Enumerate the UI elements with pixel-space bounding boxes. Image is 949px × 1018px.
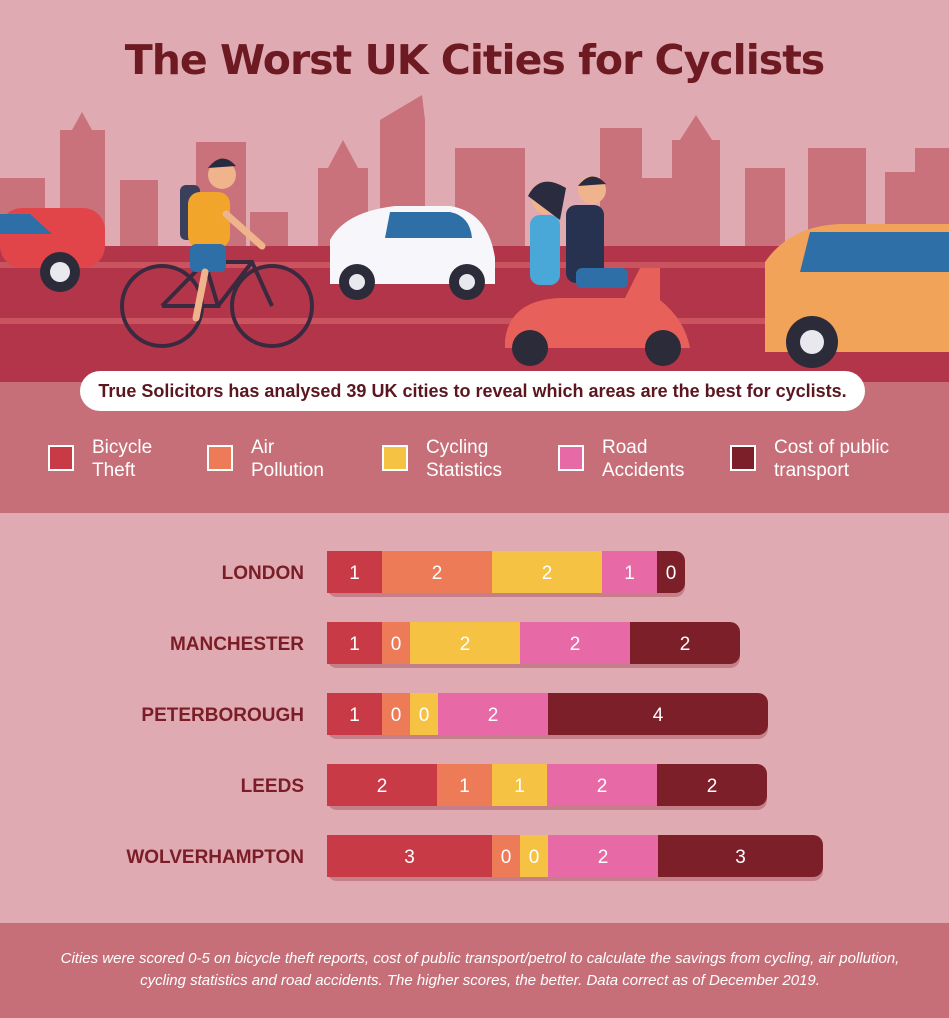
bar-value-label: 0 (419, 705, 430, 726)
bar-value-label: 1 (349, 705, 360, 726)
bar-row-manchester (327, 622, 740, 664)
bar-value-label: 2 (432, 563, 443, 584)
bar-segment-cycling-statistics (410, 622, 521, 664)
bar-value-label: 3 (735, 847, 746, 868)
city-label-wolverhampton: WOLVERHAMPTON (126, 847, 304, 868)
bar-segment-air-pollution (437, 764, 493, 806)
bar-value-label: 2 (377, 776, 388, 797)
red-car-illustration (0, 208, 105, 292)
legend-swatch-road-accidents (558, 445, 584, 471)
bar-row-leeds (327, 764, 767, 806)
legend-item-air-pollution: Air Pollution (207, 436, 351, 482)
bar-value-label: 1 (459, 776, 470, 797)
legend-label: Cost of public transport (774, 437, 890, 481)
bar-segment-cycling-statistics (492, 764, 548, 806)
white-car-illustration (330, 206, 495, 300)
bar-segment-bicycle-theft (327, 693, 383, 735)
bar-segment-road-accidents (438, 693, 549, 735)
cyclist-illustration (120, 158, 314, 348)
bar-segment-bicycle-theft (327, 622, 383, 664)
footnote: Cities were scored 0-5 on bicycle theft … (60, 950, 900, 989)
bar-value-label: 2 (707, 776, 718, 797)
bar-segment-bicycle-theft (327, 764, 438, 806)
legend-label: Bicycle Theft (92, 437, 153, 481)
bar-value-label: 0 (391, 634, 402, 655)
bar-row-wolverhampton (327, 835, 823, 877)
footer-band (0, 923, 949, 1018)
bar-segment-bicycle-theft (327, 551, 383, 593)
bar-segment-air-pollution (382, 622, 411, 664)
bar-segment-road-accidents (547, 764, 658, 806)
bar-value-label: 3 (404, 847, 415, 868)
bar-segment-cycling-statistics (410, 693, 439, 735)
intro-banner: True Solicitors has analysed 39 UK citie… (80, 371, 865, 411)
bar-value-label: 2 (598, 847, 609, 868)
legend-swatch-cycling-statistics (382, 445, 408, 471)
city-label-peterborough: PETERBOROUGH (141, 705, 304, 726)
legend-item-cost-of-public-transport: Cost of public transport (730, 436, 914, 482)
bar-segment-road-accidents (548, 835, 659, 877)
legend-item-bicycle-theft: Bicycle Theft (48, 436, 187, 482)
bar-segment-cost-of-public-transport (658, 835, 823, 877)
bar-value-label: 1 (514, 776, 525, 797)
intro-text: True Solicitors has analysed 39 UK citie… (98, 380, 847, 401)
bar-value-label: 1 (624, 563, 635, 584)
bar-value-label: 0 (501, 847, 512, 868)
bar-value-label: 0 (529, 847, 540, 868)
legend-swatch-air-pollution (207, 445, 233, 471)
bar-value-label: 1 (349, 563, 360, 584)
bar-value-label: 0 (391, 705, 402, 726)
bar-row-london (327, 551, 685, 593)
bar-segment-cycling-statistics (520, 835, 549, 877)
bar-value-label: 2 (570, 634, 581, 655)
page-title: The Worst UK Cities for Cyclists (124, 36, 825, 84)
city-label-manchester: MANCHESTER (170, 634, 304, 655)
bar-segment-air-pollution (382, 551, 493, 593)
stacked-bar-chart: LONDON 1 2 2 1 0 MANCHESTER 1 0 2 2 2 PETERBOROUGH 1 0… (126, 551, 823, 881)
bar-value-label: 2 (542, 563, 553, 584)
legend-swatch-bicycle-theft (48, 445, 74, 471)
bar-segment-cost-of-public-transport (657, 764, 767, 806)
city-scene-illustration (0, 0, 949, 412)
bar-value-label: 0 (666, 563, 677, 584)
orange-car-illustration (765, 224, 949, 368)
legend-label: Road Accidents (602, 437, 685, 481)
bar-segment-air-pollution (492, 835, 521, 877)
scooter-riders-illustration (505, 176, 690, 366)
bar-value-label: 1 (349, 634, 360, 655)
legend-band (0, 412, 949, 513)
legend-label: Air Pollution (251, 437, 324, 481)
bar-segment-road-accidents (602, 551, 658, 593)
bar-value-label: 2 (488, 705, 499, 726)
bar-segment-cycling-statistics (492, 551, 603, 593)
bar-segment-cost-of-public-transport (548, 693, 768, 735)
bar-value-label: 2 (680, 634, 691, 655)
bar-segment-cost-of-public-transport (657, 551, 685, 593)
legend-label: Cycling Statistics (426, 437, 503, 481)
legend-item-road-accidents: Road Accidents (558, 436, 702, 482)
bar-segment-bicycle-theft (327, 835, 493, 877)
city-label-london: LONDON (222, 563, 304, 584)
legend-swatch-cost-of-public-transport (730, 445, 756, 471)
bar-value-label: 2 (460, 634, 471, 655)
bar-segment-road-accidents (520, 622, 631, 664)
bar-value-label: 2 (597, 776, 608, 797)
city-label-leeds: LEEDS (241, 776, 304, 797)
bar-row-peterborough (327, 693, 768, 735)
legend-item-cycling-statistics: Cycling Statistics (382, 436, 526, 482)
bar-segment-air-pollution (382, 693, 411, 735)
bar-segment-cost-of-public-transport (630, 622, 740, 664)
bar-value-label: 4 (653, 705, 664, 726)
